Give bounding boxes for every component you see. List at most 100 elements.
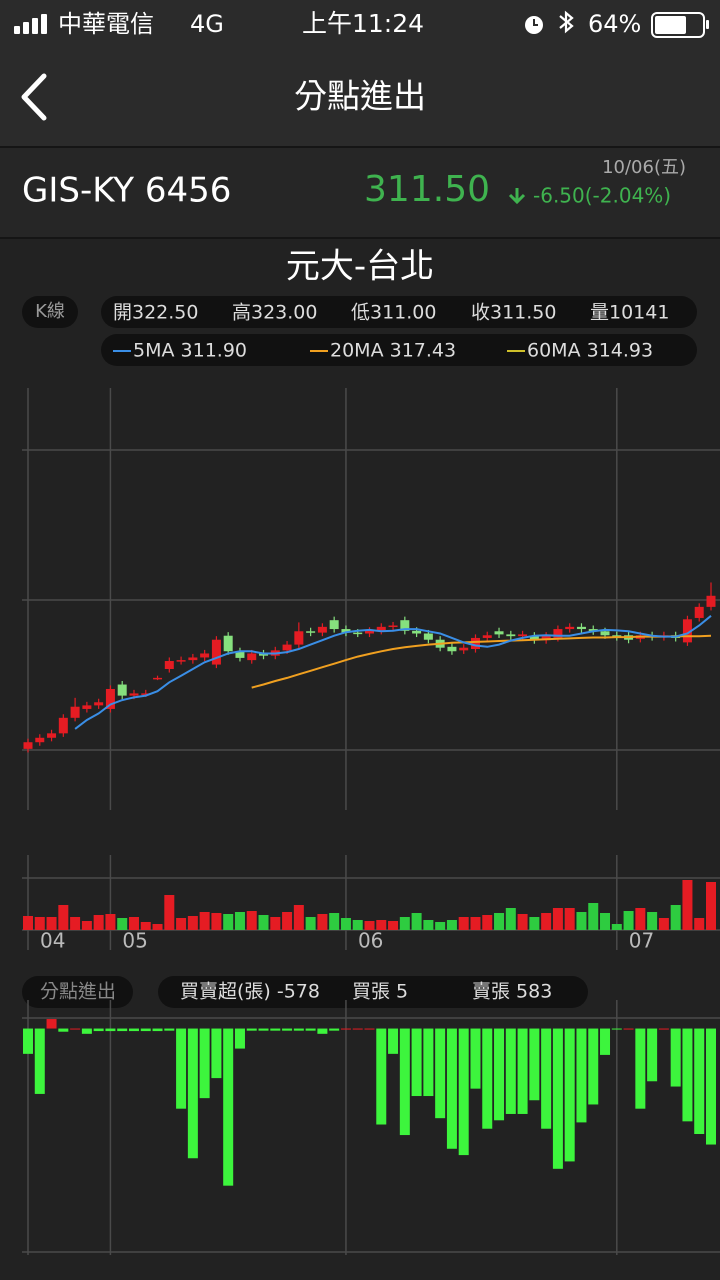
volume-bar (352, 920, 363, 930)
candle-body (94, 702, 104, 706)
volume-bar (517, 914, 528, 930)
ohlcv-item: 高323.00 (232, 302, 317, 324)
candle-body (259, 653, 269, 656)
volume-bar (364, 921, 375, 930)
candle-body (58, 717, 68, 734)
kline-tab[interactable] (22, 296, 78, 328)
divider (0, 146, 720, 148)
ohlcv-item: 收311.50 (471, 302, 556, 324)
flow-bar (58, 1028, 69, 1032)
flow-bar (552, 1028, 563, 1169)
candle-body (70, 706, 80, 718)
candle-body (470, 637, 480, 650)
flow-bar (388, 1028, 399, 1054)
candle-body (141, 693, 151, 695)
candle-body (706, 595, 716, 607)
flow-tab[interactable] (22, 976, 133, 1008)
flow-bar (46, 1019, 57, 1029)
back-button[interactable] (21, 73, 47, 121)
volume-bar (117, 918, 128, 930)
alarm-icon (525, 16, 543, 34)
nav-title: 分點進出 (294, 77, 426, 116)
volume-bar (293, 905, 304, 930)
volume-bar (70, 917, 81, 930)
flow-bar (23, 1028, 33, 1054)
volume-bar (446, 920, 457, 930)
flow-bar (600, 1028, 611, 1055)
volume-bar (505, 908, 516, 930)
flow-bar (282, 1028, 293, 1031)
volume-bar (128, 917, 139, 930)
candle-body (459, 647, 469, 651)
volume-bar (376, 920, 387, 930)
volume-bar (423, 920, 434, 930)
ohlcv-pill (101, 296, 697, 328)
flow-bar (329, 1028, 340, 1031)
candle-body (694, 606, 704, 618)
candle-body (518, 634, 528, 637)
ma-line (74, 615, 712, 730)
candle-body (153, 677, 163, 680)
flow-bar (223, 1028, 234, 1186)
flow-bar (635, 1028, 646, 1109)
volume-bar (246, 911, 257, 930)
candle-body (529, 635, 539, 641)
volume-bar (682, 880, 693, 930)
flow-bar (270, 1028, 281, 1031)
candle-body (388, 625, 398, 628)
flow-bar (70, 1028, 81, 1030)
flow-bar (458, 1028, 469, 1156)
candle-body (400, 620, 410, 631)
volume-bar (140, 922, 151, 930)
broker-name: 元大-台北 (286, 247, 434, 287)
flow-bar (199, 1028, 210, 1099)
flow-bar (234, 1028, 245, 1049)
volume-bar (552, 908, 563, 930)
volume-bar (635, 908, 646, 930)
flow-bar (376, 1028, 387, 1125)
candle-body (247, 653, 257, 661)
candle-body (600, 631, 610, 636)
volume-bar (658, 918, 669, 930)
flow-bar (293, 1028, 304, 1031)
flow-bar (423, 1028, 434, 1097)
candle-body (306, 631, 316, 633)
flow-bar (364, 1028, 375, 1030)
flow-bar (435, 1028, 446, 1119)
x-tick-label: 04 (40, 929, 65, 953)
candle-body (553, 629, 563, 638)
flow-bar (352, 1028, 363, 1030)
divider (0, 237, 720, 239)
volume-bar (152, 924, 163, 930)
candle-body (506, 634, 516, 637)
candle-body (235, 651, 245, 658)
volume-bar (305, 917, 316, 930)
volume-bar (105, 914, 116, 930)
candle-body (200, 653, 210, 658)
candle-body (376, 626, 386, 631)
flow-bar (494, 1028, 505, 1121)
battery-icon (651, 12, 709, 38)
volume-bar (529, 917, 540, 930)
flow-bar (93, 1028, 104, 1032)
candle-body (494, 631, 504, 635)
volume-bar (482, 915, 493, 930)
flow-bar (340, 1028, 351, 1030)
volume-bar (46, 917, 57, 930)
candle-body (105, 688, 115, 709)
flow-bar (246, 1028, 257, 1031)
signal-icon (14, 14, 47, 34)
down-arrow (508, 188, 526, 205)
flow-bar (576, 1028, 587, 1123)
volume-bar (270, 917, 281, 930)
flow-bar (211, 1028, 222, 1079)
volume-bar (541, 913, 552, 930)
candle-body (294, 631, 304, 645)
flow-bar (541, 1028, 552, 1129)
volume-bar (176, 918, 187, 930)
flow-bar (258, 1028, 269, 1031)
flow-bar (128, 1028, 139, 1032)
ohlcv-item: 量10141 (590, 302, 669, 324)
flow-summary-item: 買賣超(張) -578 (180, 981, 320, 1003)
